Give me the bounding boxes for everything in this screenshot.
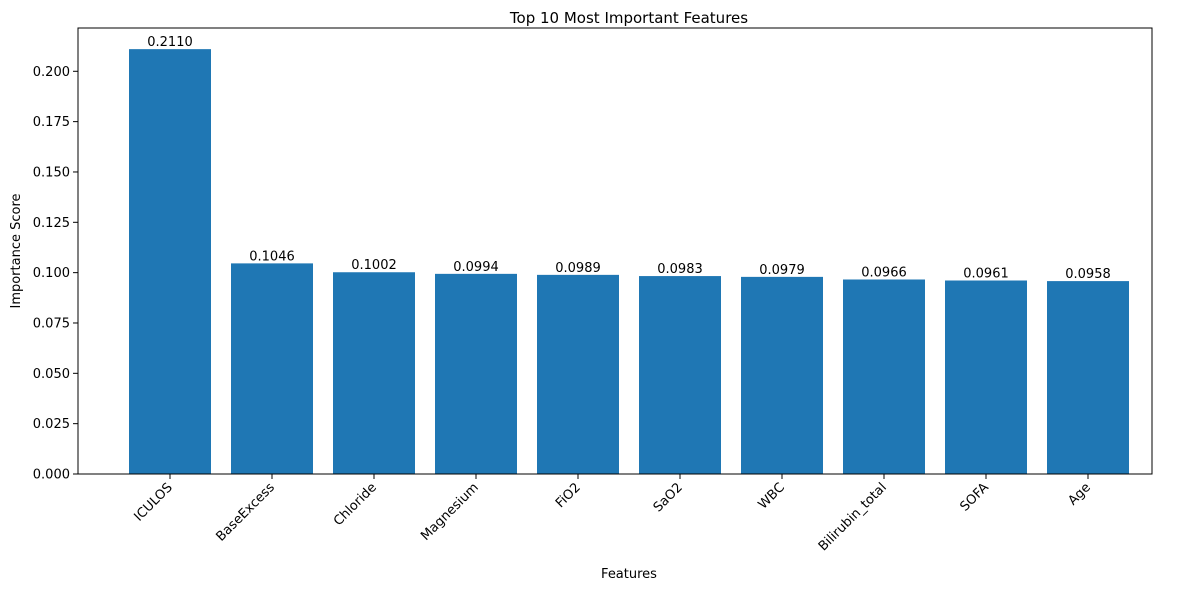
bar-age bbox=[1047, 281, 1129, 474]
y-tick-label: 0.175 bbox=[33, 115, 70, 130]
bar-value-label: 0.1002 bbox=[351, 258, 397, 273]
y-axis-title: Importance Score bbox=[9, 193, 24, 308]
x-axis: ICULOS BaseExcess Chloride Magnesium FiO2 SaO… bbox=[131, 474, 1094, 554]
x-tick-label: Bilirubin_total bbox=[816, 480, 890, 554]
bar-bilirubin-total bbox=[843, 279, 925, 474]
y-tick-label: 0.075 bbox=[33, 316, 70, 331]
x-tick-label: SaO2 bbox=[651, 480, 686, 515]
x-tick-label: Chloride bbox=[331, 480, 380, 529]
y-tick-label: 0.000 bbox=[33, 468, 70, 483]
bar-value-label: 0.0989 bbox=[555, 261, 601, 276]
bar-sofa bbox=[945, 280, 1027, 474]
bar-value-label: 0.0979 bbox=[759, 263, 805, 278]
bar-fio2 bbox=[537, 274, 619, 474]
plot-frame bbox=[77, 27, 1153, 475]
chart-title: Top 10 Most Important Features bbox=[509, 9, 748, 27]
y-tick-label: 0.150 bbox=[33, 165, 70, 180]
x-tick-label: BaseExcess bbox=[213, 480, 278, 545]
bar-value-label: 0.0961 bbox=[963, 266, 1009, 281]
x-tick-label: Magnesium bbox=[418, 480, 482, 544]
bar-sao2 bbox=[639, 276, 721, 474]
bar-value-label: 0.0994 bbox=[453, 260, 499, 275]
bar-chloride bbox=[333, 272, 415, 474]
x-tick-label: Age bbox=[1065, 480, 1093, 508]
bar-value-label: 0.0958 bbox=[1065, 267, 1111, 282]
bar-wbc bbox=[741, 276, 823, 474]
bar-value-label: 0.1046 bbox=[249, 249, 295, 264]
y-tick-label: 0.200 bbox=[33, 65, 70, 80]
y-tick-label: 0.025 bbox=[33, 417, 70, 432]
y-axis: 0.000 0.025 0.050 0.075 0.100 0.125 0.150 0.175… bbox=[33, 65, 78, 483]
x-tick-label: ICULOS bbox=[131, 480, 175, 524]
bar-value-label: 0.0966 bbox=[861, 265, 907, 280]
bar-value-label: 0.2110 bbox=[147, 35, 193, 50]
x-axis-title: Features bbox=[601, 567, 657, 582]
y-tick-label: 0.125 bbox=[33, 216, 70, 231]
bar-magnesium bbox=[435, 273, 517, 474]
y-tick-label: 0.100 bbox=[33, 266, 70, 281]
bars: 0.2110 0.1046 0.1002 0.0994 0.0989 0.0983 0.09… bbox=[129, 35, 1129, 474]
y-tick-label: 0.050 bbox=[33, 367, 70, 382]
bar-iculos bbox=[129, 49, 211, 474]
bar-baseexcess bbox=[231, 263, 313, 474]
x-tick-label: FiO2 bbox=[553, 480, 584, 511]
x-tick-label: WBC bbox=[756, 480, 788, 512]
x-tick-label: SOFA bbox=[957, 480, 991, 514]
bar-value-label: 0.0983 bbox=[657, 262, 703, 277]
